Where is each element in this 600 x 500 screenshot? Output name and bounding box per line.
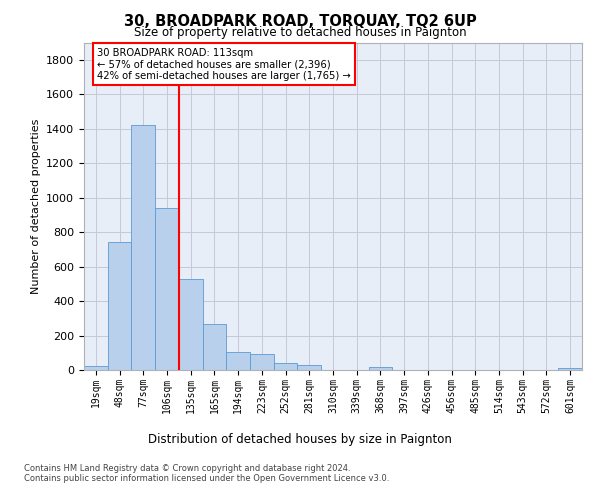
Bar (368, 367, 392, 370)
Text: 30, BROADPARK ROAD, TORQUAY, TQ2 6UP: 30, BROADPARK ROAD, TORQUAY, TQ2 6UP (124, 14, 476, 29)
Text: 30 BROADPARK ROAD: 113sqm
← 57% of detached houses are smaller (2,396)
42% of se: 30 BROADPARK ROAD: 113sqm ← 57% of detac… (97, 48, 351, 81)
Bar (226, 352, 250, 370)
Text: Size of property relative to detached houses in Paignton: Size of property relative to detached ho… (134, 26, 466, 39)
Bar (558, 368, 582, 370)
Bar (179, 278, 203, 370)
Bar (108, 242, 131, 370)
Y-axis label: Number of detached properties: Number of detached properties (31, 118, 41, 294)
Bar (84, 366, 108, 370)
Bar (131, 125, 155, 370)
Bar (274, 364, 298, 370)
Text: Contains public sector information licensed under the Open Government Licence v3: Contains public sector information licen… (24, 474, 389, 483)
Bar (203, 324, 226, 370)
Bar (250, 354, 274, 370)
Text: Distribution of detached houses by size in Paignton: Distribution of detached houses by size … (148, 432, 452, 446)
Text: Contains HM Land Registry data © Crown copyright and database right 2024.: Contains HM Land Registry data © Crown c… (24, 464, 350, 473)
Bar (298, 365, 321, 370)
Bar (155, 208, 179, 370)
